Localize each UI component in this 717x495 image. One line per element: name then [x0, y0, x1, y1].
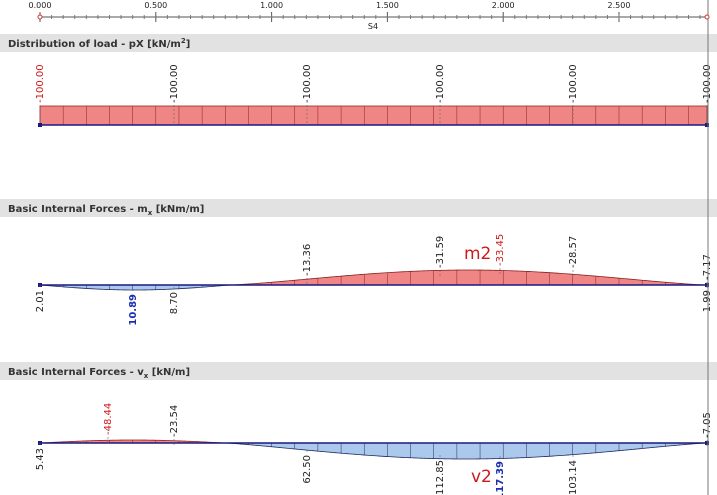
- value-label: 2.01: [35, 290, 46, 312]
- value-label: 112.85: [435, 460, 446, 495]
- value-label: 10.89: [128, 294, 139, 326]
- member-label: S4: [368, 22, 378, 31]
- value-label: -33.45: [495, 234, 506, 266]
- result-tag: v2: [471, 467, 492, 487]
- value-label: 103.14: [568, 460, 579, 495]
- value-label: -48.44: [103, 403, 114, 435]
- value-label: 117.39: [495, 461, 506, 495]
- panel-header: [0, 34, 717, 52]
- value-label: -100.00: [169, 64, 180, 103]
- value-label: -13.36: [302, 244, 313, 276]
- panel-title: Distribution of load - pX [kN/m2]: [8, 37, 190, 50]
- value-label: -100.00: [35, 64, 46, 103]
- value-label: -100.00: [302, 64, 313, 103]
- node: [705, 441, 709, 445]
- node: [704, 14, 710, 20]
- ruler-tick-label: 2.000: [492, 1, 515, 10]
- value-label: 8.70: [169, 292, 180, 314]
- diagram-area: [229, 269, 708, 286]
- panel-title: Basic Internal Forces - mx [kNm/m]: [8, 204, 204, 217]
- ruler-tick-label: 0.500: [144, 1, 167, 10]
- value-label: 62.50: [302, 455, 313, 484]
- value-label: -100.00: [568, 64, 579, 103]
- panel-title: Basic Internal Forces - vx [kN/m]: [8, 367, 190, 380]
- value-label: -28.57: [568, 236, 579, 268]
- result-tag: m2: [464, 244, 491, 264]
- ruler-tick-label: 1.500: [376, 1, 399, 10]
- value-label: 5.43: [35, 448, 46, 470]
- ruler-tick-label: 0.000: [29, 1, 52, 10]
- diagram-area: [224, 442, 708, 460]
- panel-header: [0, 362, 717, 380]
- diagram-area: [39, 284, 231, 291]
- node: [37, 14, 43, 20]
- diagram-area: [39, 105, 708, 126]
- ruler-tick-label: 1.000: [260, 1, 283, 10]
- value-label: -100.00: [435, 64, 446, 103]
- value-label: -31.59: [435, 236, 446, 268]
- ruler-tick-label: 2.500: [608, 1, 631, 10]
- node: [705, 123, 709, 127]
- panel-header: [0, 199, 717, 217]
- value-label: -23.54: [169, 405, 180, 437]
- node: [38, 123, 42, 127]
